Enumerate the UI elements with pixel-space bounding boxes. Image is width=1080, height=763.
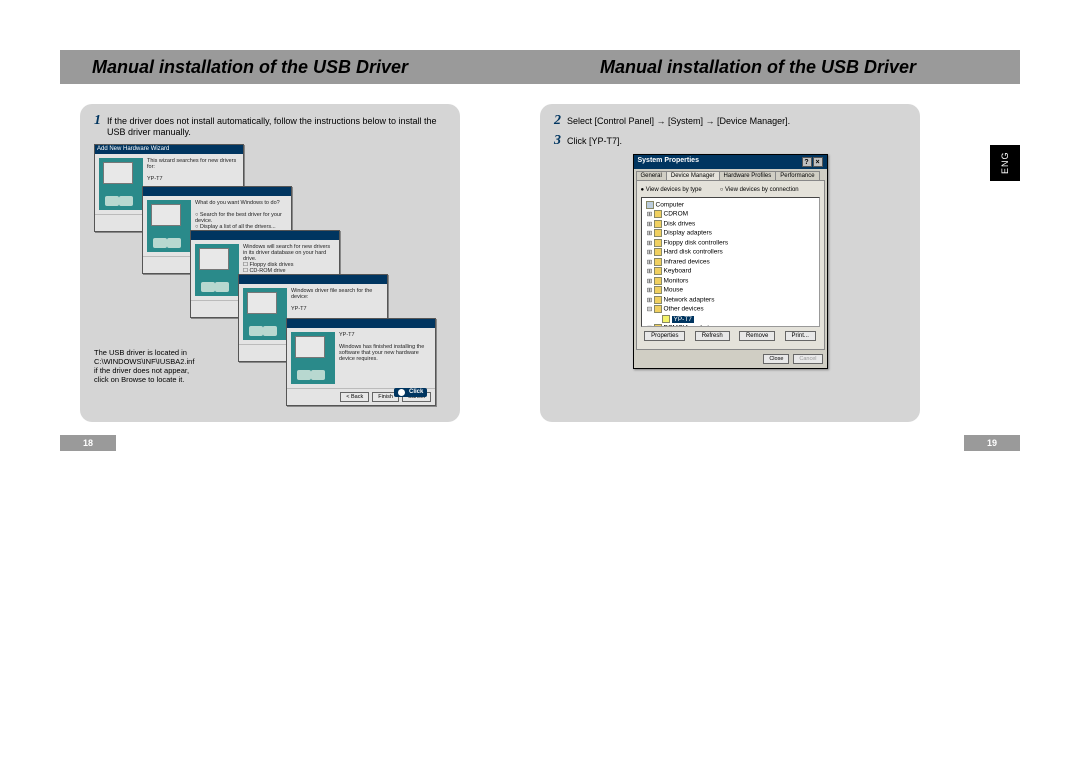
wizard-graphic-icon	[195, 244, 239, 296]
wizard-title: Add New Hardware Wizard	[95, 145, 243, 154]
wizard-graphic-icon	[291, 332, 335, 384]
wizard-graphic-icon	[99, 158, 143, 210]
step-1-text: If the driver does not install automatic…	[107, 114, 446, 138]
step-1-num: 1	[94, 114, 101, 128]
back-button[interactable]: < Back	[340, 392, 369, 402]
sysprops-tabs: General Device Manager Hardware Profiles…	[634, 169, 827, 180]
device-tree[interactable]: Computer ⊞CDROM ⊞Disk drives ⊞Display ad…	[641, 197, 820, 327]
language-tab: ENG	[990, 145, 1020, 181]
close-icon[interactable]: ×	[813, 157, 823, 167]
driver-path-note: The USB driver is located in C:\WINDOWS\…	[94, 348, 234, 384]
tab-general[interactable]: General	[636, 171, 667, 180]
tab-device-manager[interactable]: Device Manager	[666, 171, 720, 180]
left-content: 1 If the driver does not install automat…	[80, 104, 460, 422]
system-properties-window: System Properties ? × General Device Man…	[633, 154, 828, 369]
right-content: 2 Select [Control Panel] → [System] → [D…	[540, 104, 920, 422]
wizard-graphic-icon	[147, 200, 191, 252]
wizard-graphic-icon	[243, 288, 287, 340]
content-row: 1 If the driver does not install automat…	[60, 104, 1020, 422]
wizard-cascade: Add New Hardware Wizard This wizard sear…	[94, 144, 414, 404]
step-3-num: 3	[554, 134, 561, 148]
title-right: Manual installation of the USB Driver	[540, 50, 1020, 84]
radio-view-by-type[interactable]: View devices by type	[641, 187, 702, 193]
tab-performance[interactable]: Performance	[775, 171, 819, 180]
title-left: Manual installation of the USB Driver	[60, 50, 540, 84]
step-2-num: 2	[554, 114, 561, 128]
refresh-button[interactable]: Refresh	[695, 331, 730, 341]
page-number-left: 18	[60, 435, 116, 451]
sysprops-titlebar: System Properties ? ×	[634, 155, 827, 169]
title-bar: Manual installation of the USB Driver Ma…	[60, 50, 1020, 84]
print-button[interactable]: Print...	[785, 331, 816, 341]
remove-button[interactable]: Remove	[739, 331, 775, 341]
help-icon[interactable]: ?	[802, 157, 812, 167]
sysprops-title: System Properties	[638, 157, 699, 167]
click-callout-5: Click	[394, 388, 427, 397]
page-number-bar: 18 19	[60, 435, 1020, 451]
properties-button[interactable]: Properties	[644, 331, 685, 341]
page-spread: Manual installation of the USB Driver Ma…	[60, 50, 1020, 422]
step-3: 3 Click [YP-T7].	[554, 134, 906, 148]
page-number-right: 19	[964, 435, 1020, 451]
step-2-text: Select [Control Panel] → [System] → [Dev…	[567, 114, 790, 127]
radio-view-by-connection[interactable]: View devices by connection	[720, 187, 799, 193]
close-button[interactable]: Close	[763, 354, 789, 364]
step-1: 1 If the driver does not install automat…	[94, 114, 446, 138]
tab-hardware-profiles[interactable]: Hardware Profiles	[719, 171, 777, 180]
sysprops-body: View devices by type View devices by con…	[636, 180, 825, 350]
step-2: 2 Select [Control Panel] → [System] → [D…	[554, 114, 906, 128]
tree-item-ypt7[interactable]: YP-T7	[672, 316, 694, 323]
step-3-text: Click [YP-T7].	[567, 134, 622, 147]
cancel-button[interactable]: Cancel	[793, 354, 822, 364]
